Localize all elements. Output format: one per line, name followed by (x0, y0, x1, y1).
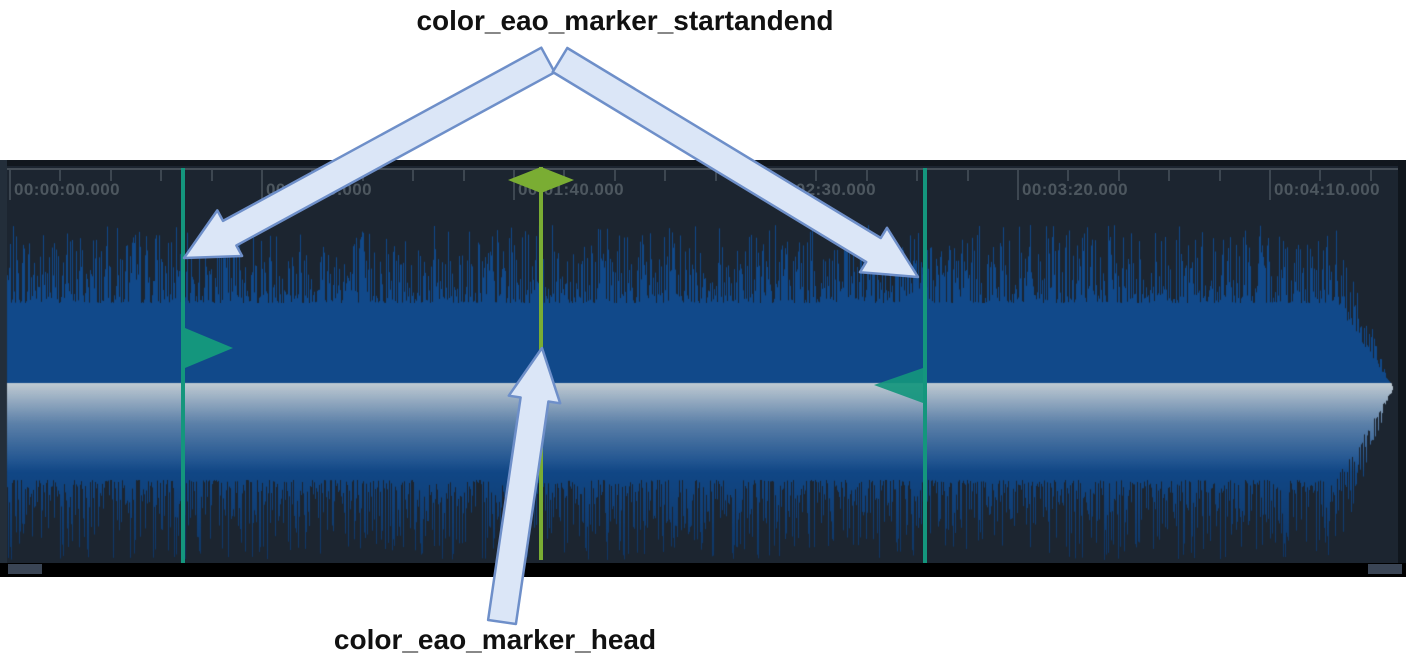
ruler-minor-tick (1319, 170, 1322, 181)
ruler-minor-tick (613, 170, 616, 181)
ruler-minor-tick (1067, 170, 1070, 181)
marker-head-line[interactable] (539, 167, 543, 560)
scrollbar-thumb-left[interactable] (8, 564, 42, 574)
timeline-timestamp: 00:00:50.000 (266, 180, 372, 199)
ruler-minor-tick (361, 170, 364, 181)
ruler-major-tick (261, 170, 263, 200)
ruler-minor-tick (462, 170, 465, 181)
timeline-timestamp: 00:02:30.000 (770, 180, 876, 199)
marker-start-flag-icon[interactable] (185, 328, 233, 368)
ruler-minor-tick (664, 170, 667, 181)
ruler-minor-tick (1117, 170, 1120, 181)
marker-end-line[interactable] (923, 168, 927, 563)
ruler-minor-tick (966, 170, 969, 181)
scrollbar-track[interactable] (0, 563, 1406, 577)
ruler-major-tick (9, 170, 11, 200)
ruler-minor-tick (815, 170, 818, 181)
ruler-minor-tick (109, 170, 112, 181)
ruler-minor-tick (1168, 170, 1171, 181)
marker-end-flag-icon[interactable] (874, 368, 923, 403)
ruler-minor-tick (714, 170, 717, 181)
ruler-minor-tick (160, 170, 163, 181)
ruler-minor-tick (916, 170, 919, 181)
ruler-major-tick (765, 170, 767, 200)
annotation-label-head: color_eao_marker_head (333, 624, 657, 655)
annotation-label-startandend: color_eao_marker_startandend (416, 5, 834, 36)
ruler-major-tick (1269, 170, 1271, 200)
ruler-major-tick (513, 170, 515, 200)
ruler-baseline (7, 168, 1398, 170)
timeline-timestamp: 00:00:00.000 (14, 180, 120, 199)
ruler-minor-tick (59, 170, 62, 181)
ruler-minor-tick (1218, 170, 1221, 181)
timeline-timestamp: 00:03:20.000 (1022, 180, 1128, 199)
ruler-minor-tick (210, 170, 213, 181)
scrollbar-thumb-right[interactable] (1368, 564, 1402, 574)
ruler-minor-tick (311, 170, 314, 181)
ruler-minor-tick (865, 170, 868, 181)
waveform-panel[interactable]: 00:00:00.000 00:00:50.000 00:01:40.000 00:0… (0, 160, 1406, 577)
ruler-major-tick (1017, 170, 1019, 200)
marker-start-line[interactable] (181, 168, 185, 563)
timeline-ruler[interactable]: 00:00:00.000 00:00:50.000 00:01:40.000 00:0… (0, 160, 1406, 220)
waveform-canvas[interactable] (0, 160, 1406, 577)
timeline-timestamp: 00:04:10.000 (1274, 180, 1380, 199)
ruler-minor-tick (412, 170, 415, 181)
ruler-minor-tick (1369, 170, 1372, 181)
